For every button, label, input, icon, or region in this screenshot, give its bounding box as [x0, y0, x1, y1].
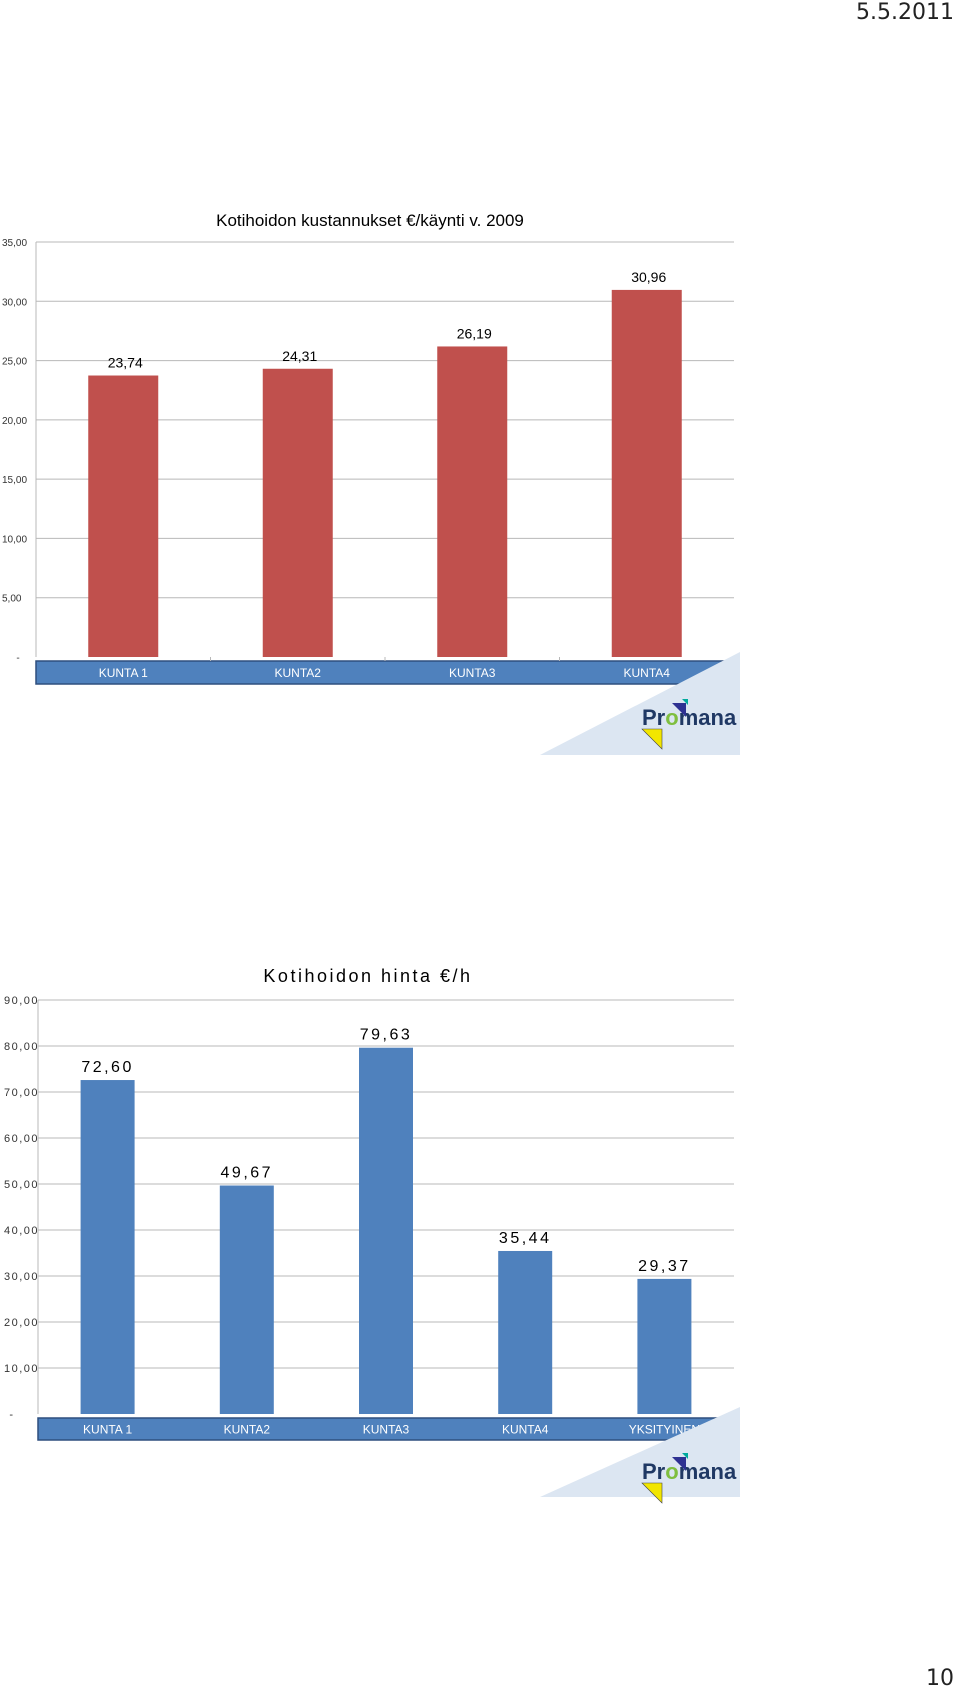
logo-mark-icon	[672, 703, 686, 717]
y-tick-label: 20,00	[2, 416, 27, 427]
x-tick-label: KUNTA 1	[99, 666, 148, 680]
bar	[437, 346, 508, 657]
y-tick-label: 40,00	[4, 1225, 39, 1237]
bars	[80, 1047, 692, 1414]
y-tick-label: 30,00	[2, 297, 27, 308]
bars	[88, 289, 682, 657]
y-tick-label: 90,00	[4, 995, 39, 1007]
y-tick-label: 10,00	[2, 534, 27, 545]
value-labels: 72,60 49,67 79,63 35,44 29,37	[81, 1027, 691, 1275]
data-label: 35,44	[499, 1230, 552, 1247]
logo-wordmark: Promana	[642, 1459, 737, 1484]
bar	[498, 1250, 553, 1414]
y-tick-label: 70,00	[4, 1087, 39, 1099]
y-tick-label: 20,00	[4, 1317, 39, 1329]
value-labels: 23,74 24,31 26,19 30,96	[108, 269, 667, 371]
logo-mark-icon	[672, 1457, 686, 1471]
bar	[637, 1278, 692, 1414]
data-label: 72,60	[81, 1059, 134, 1076]
x-tick-label: KUNTA3	[363, 1423, 410, 1437]
logo-mark-icon	[641, 1482, 663, 1504]
page-number: 10	[926, 1666, 954, 1691]
data-label: 30,96	[631, 269, 666, 285]
y-tick-label: 25,00	[2, 357, 27, 368]
chart-title: Kotihoidon kustannukset €/käynti v. 2009	[216, 211, 524, 230]
bar	[359, 1047, 413, 1414]
data-label: 49,67	[221, 1165, 274, 1182]
y-tick-label: 5,00	[2, 594, 22, 605]
bar	[80, 1080, 135, 1414]
x-tick-label: KUNTA2	[224, 1423, 271, 1437]
y-tick-label: 30,00	[4, 1271, 39, 1283]
data-label: 79,63	[360, 1027, 413, 1044]
x-tick-label: KUNTA3	[449, 666, 496, 680]
logo-background-triangle	[540, 652, 740, 755]
bar	[88, 375, 159, 657]
y-tick-label: 10,00	[4, 1363, 39, 1375]
category-band: KUNTA 1 KUNTA2 KUNTA3 KUNTA4	[35, 657, 736, 685]
bar	[611, 289, 682, 657]
y-axis-ticks: - 10,00 20,00 30,00 40,00 50,00 60,00 70,00 80,0…	[4, 995, 39, 1421]
data-label: 24,31	[282, 348, 317, 364]
logo-mark-icon	[641, 728, 663, 750]
chart-title: Kotihoidon hinta €/h	[263, 966, 472, 986]
y-tick-label: 50,00	[4, 1179, 39, 1191]
x-tick-label: KUNTA2	[275, 666, 322, 680]
y-tick-label: 60,00	[4, 1133, 39, 1145]
y-tick-label: 80,00	[4, 1041, 39, 1053]
y-axis-ticks: - 5,00 10,00 15,00 20,00 25,00 30,00 35,00	[2, 238, 27, 664]
page-date: 5.5.2011	[856, 0, 954, 25]
data-label: 26,19	[457, 325, 492, 341]
logo-mark-icon	[682, 699, 688, 705]
logo-background-triangle	[540, 1407, 740, 1497]
logo-mark-icon	[682, 1453, 688, 1459]
price-per-hour-chart: Kotihoidon hinta €/h - 10,00 20,00 30,00 40,…	[4, 966, 740, 1504]
bar	[219, 1185, 274, 1414]
y-tick-label: -	[9, 1409, 14, 1421]
promana-logo: Promana	[540, 652, 740, 755]
y-tick-label: 35,00	[2, 238, 27, 249]
x-tick-label: KUNTA 1	[83, 1423, 132, 1437]
y-tick-label: 15,00	[2, 475, 27, 486]
cost-per-visit-chart: Kotihoidon kustannukset €/käynti v. 2009…	[2, 211, 740, 755]
logo-wordmark: Promana	[642, 705, 737, 730]
promana-logo: Promana	[540, 1407, 740, 1504]
data-label: 29,37	[638, 1258, 691, 1275]
category-band: KUNTA 1 KUNTA2 KUNTA3 KUNTA4 YKSITYINEN	[37, 1417, 736, 1441]
x-tick-label: KUNTA4	[502, 1423, 549, 1437]
y-tick-label: -	[16, 653, 19, 664]
bar	[262, 368, 333, 657]
x-tick-label: KUNTA4	[624, 666, 671, 680]
data-label: 23,74	[108, 355, 143, 371]
